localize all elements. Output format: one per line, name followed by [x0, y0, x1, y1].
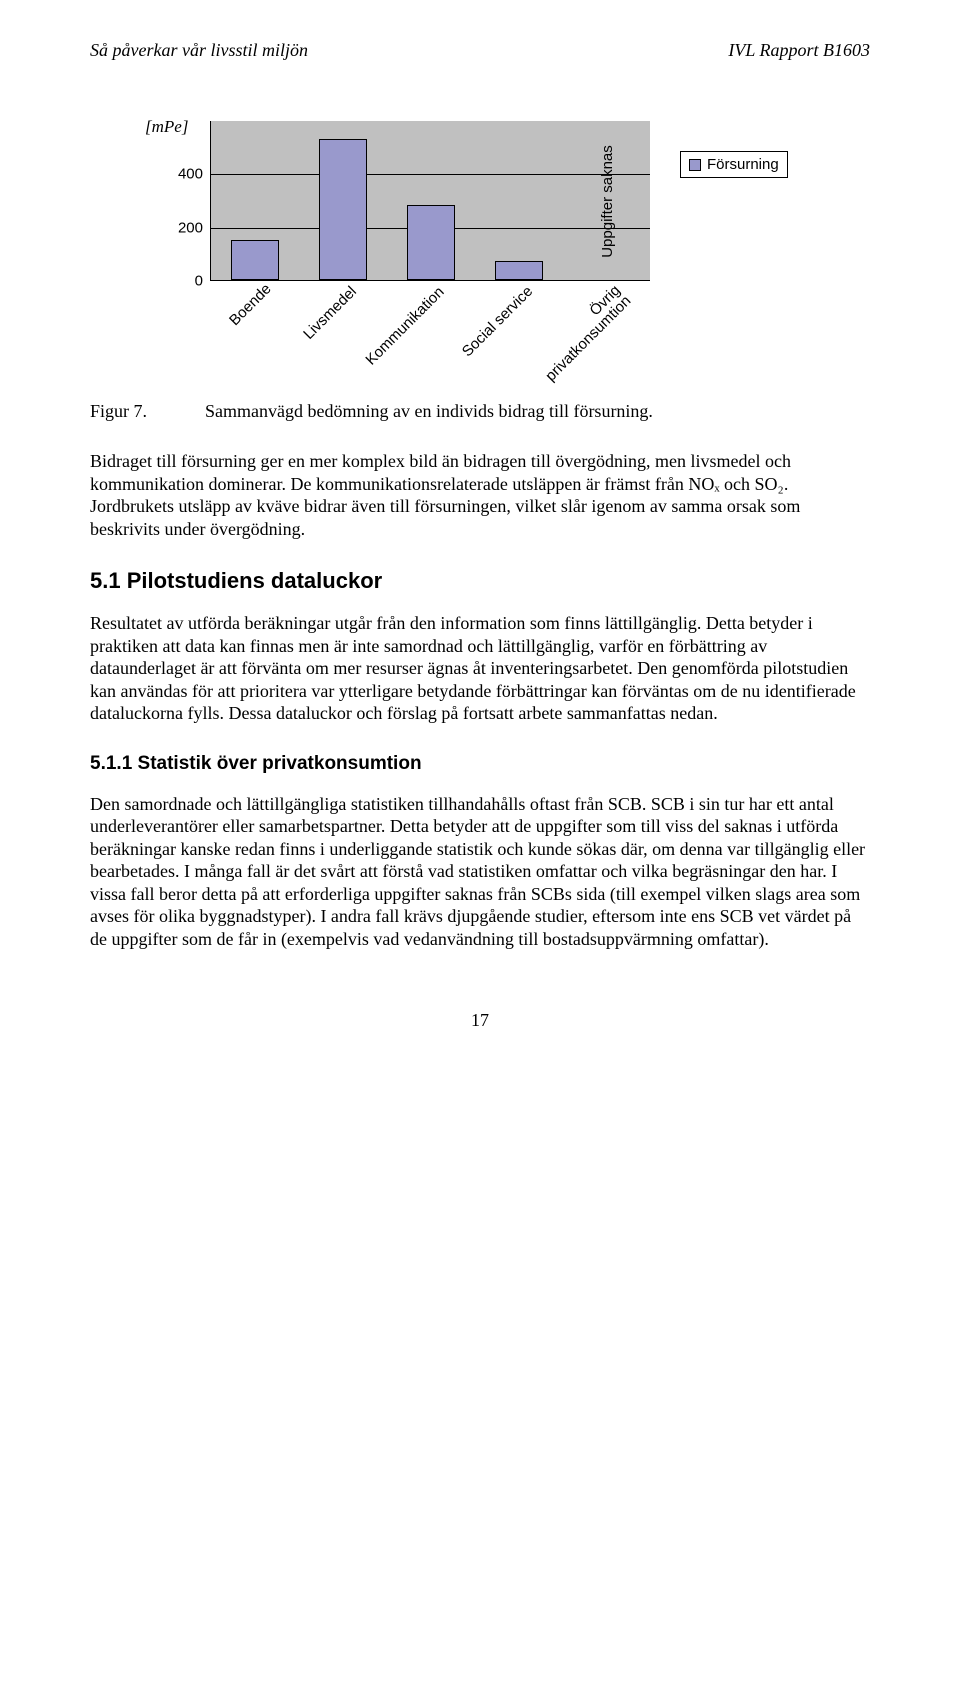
paragraph-2: Resultatet av utförda beräkningar utgår … [90, 612, 870, 725]
section-5-1-1-heading: 5.1.1 Statistik över privatkonsumtion [90, 753, 870, 775]
x-tick-label: Social service [445, 283, 536, 374]
y-axis-title: [mPe] [145, 117, 188, 137]
grid-line [211, 174, 650, 175]
x-tick-label: Kommunikation [362, 283, 448, 369]
figure-text: Sammanvägd bedömning av en individs bidr… [205, 401, 653, 422]
x-tick-label: Boende [226, 283, 272, 329]
bar-chart: [mPe] 0200400 Försurning BoendeLivsmedel… [120, 121, 840, 371]
legend-swatch [689, 159, 701, 171]
legend-label: Försurning [707, 156, 779, 173]
bar [231, 240, 279, 280]
page-header: Så påverkar vår livsstil miljön IVL Rapp… [90, 40, 870, 61]
y-tick-label: 0 [195, 273, 211, 290]
page-number: 17 [90, 1010, 870, 1031]
header-left: Så påverkar vår livsstil miljön [90, 40, 308, 61]
figure-label: Figur 7. [90, 401, 205, 422]
header-right: IVL Rapport B1603 [728, 40, 870, 61]
paragraph-1: Bidraget till försurning ger en mer komp… [90, 450, 870, 540]
figure-caption: Figur 7. Sammanvägd bedömning av en indi… [90, 401, 870, 422]
chart-annotation: Uppgifter saknas [599, 145, 616, 258]
x-tick-label: Livsmedel [297, 283, 360, 346]
y-tick-label: 400 [178, 166, 211, 183]
bar [407, 205, 455, 280]
chart-plot-area: 0200400 [210, 121, 650, 281]
bar [495, 261, 543, 280]
section-5-1-heading: 5.1 Pilotstudiens dataluckor [90, 568, 870, 594]
chart-legend: Försurning [680, 151, 788, 178]
y-tick-label: 200 [178, 219, 211, 236]
paragraph-3: Den samordnade och lättillgängliga stati… [90, 793, 870, 951]
bar [319, 139, 367, 280]
